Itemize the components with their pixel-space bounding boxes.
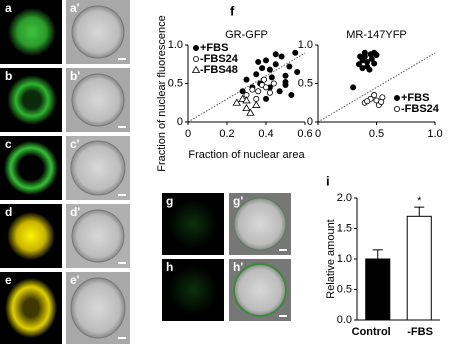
- legend-marker: [192, 45, 199, 52]
- point: [378, 98, 385, 105]
- point: [262, 95, 269, 102]
- y-axis-label: Fraction of nuclear fluorescence: [156, 15, 168, 172]
- y-tick-label: 1.5: [337, 222, 352, 234]
- point: [242, 96, 251, 104]
- point: [270, 80, 277, 87]
- point: [239, 88, 246, 95]
- point: [272, 61, 279, 68]
- legend-label: -FBS24: [200, 53, 239, 65]
- point: [252, 100, 261, 108]
- point: [371, 60, 378, 67]
- point: [371, 92, 378, 99]
- point: [246, 108, 255, 116]
- legend-label: +FBS: [401, 92, 429, 104]
- point: [268, 74, 275, 81]
- y-tick-label: 0: [177, 116, 183, 128]
- point: [361, 49, 368, 56]
- point: [294, 68, 301, 75]
- point: [282, 78, 289, 85]
- point: [266, 66, 273, 73]
- panel-label: e: [5, 273, 12, 287]
- bar: [365, 258, 391, 321]
- panel-label: h: [166, 260, 173, 274]
- panel-label: g: [166, 194, 173, 208]
- panel-label: c': [70, 137, 80, 151]
- panel-label: g': [233, 194, 243, 208]
- legend-marker: [191, 65, 201, 73]
- panel-label: a': [70, 1, 80, 15]
- x-tick-label: 0: [185, 128, 191, 140]
- point: [373, 52, 380, 59]
- legend-label: -FBS48: [200, 64, 238, 76]
- x-tick-label: 1.0: [427, 128, 442, 140]
- point: [253, 71, 260, 78]
- panel-label: e': [70, 273, 80, 287]
- panel-label: f: [230, 3, 235, 18]
- legend-marker: [393, 95, 400, 102]
- y-tick-label: 1.0: [168, 39, 183, 51]
- chart-title: GR-GFP: [225, 29, 268, 41]
- point: [292, 49, 299, 56]
- point: [255, 88, 262, 95]
- y-tick-label: 0: [307, 116, 313, 128]
- point: [261, 76, 268, 83]
- panel-label: d': [70, 205, 80, 219]
- x-axis-label: Fraction of nuclear area: [188, 149, 305, 161]
- panel-label: a: [5, 1, 12, 15]
- x-tick-label: -FBS: [407, 326, 433, 338]
- point: [272, 51, 279, 58]
- x-tick-label: 0.2: [219, 128, 234, 140]
- x-tick-label: 0: [315, 128, 321, 140]
- point: [276, 88, 283, 95]
- panel-label: b: [5, 69, 12, 83]
- point: [255, 58, 262, 65]
- annotation: *: [417, 195, 422, 207]
- panel-label: h': [233, 260, 243, 274]
- point: [350, 84, 357, 91]
- x-tick-label: 0.5: [369, 128, 384, 140]
- y-tick-label: 0.0: [337, 314, 352, 326]
- y-tick-label: 0.5: [168, 77, 183, 89]
- y-tick-label: 0.5: [298, 77, 313, 89]
- point: [243, 76, 250, 83]
- point: [262, 57, 269, 64]
- legend-marker: [192, 56, 199, 63]
- x-tick-label: 0.6: [297, 128, 312, 140]
- legend-label: +FBS: [200, 42, 228, 54]
- point: [266, 89, 273, 96]
- point: [357, 53, 364, 60]
- point: [366, 66, 373, 73]
- point: [253, 95, 260, 102]
- panel-label: d: [5, 205, 12, 219]
- point: [364, 98, 371, 105]
- point: [242, 103, 251, 112]
- point: [262, 84, 269, 91]
- legend-marker: [393, 106, 400, 113]
- point: [286, 63, 293, 70]
- point: [282, 72, 289, 79]
- y-tick-label: 1.0: [337, 253, 352, 265]
- point: [232, 98, 241, 106]
- legend-label: -FBS24: [401, 103, 440, 115]
- point: [368, 55, 375, 62]
- panel-label: i: [326, 173, 330, 188]
- point: [355, 61, 362, 68]
- chart-title: MR-147YFP: [346, 29, 407, 41]
- y-tick-label: 2.0: [337, 192, 352, 204]
- x-tick-label: 0.4: [258, 128, 273, 140]
- panel-label: c: [5, 137, 12, 151]
- y-tick-label: 0.5: [337, 283, 352, 295]
- point: [278, 53, 285, 60]
- bar: [406, 215, 432, 321]
- y-tick-label: 1.0: [298, 39, 313, 51]
- point: [249, 86, 256, 93]
- x-tick-label: Control: [352, 326, 391, 338]
- y-axis-label: Relative amount: [325, 219, 337, 299]
- point: [288, 92, 295, 99]
- panel-label: b': [70, 69, 80, 83]
- micrographs: [0, 0, 291, 344]
- point: [259, 65, 266, 72]
